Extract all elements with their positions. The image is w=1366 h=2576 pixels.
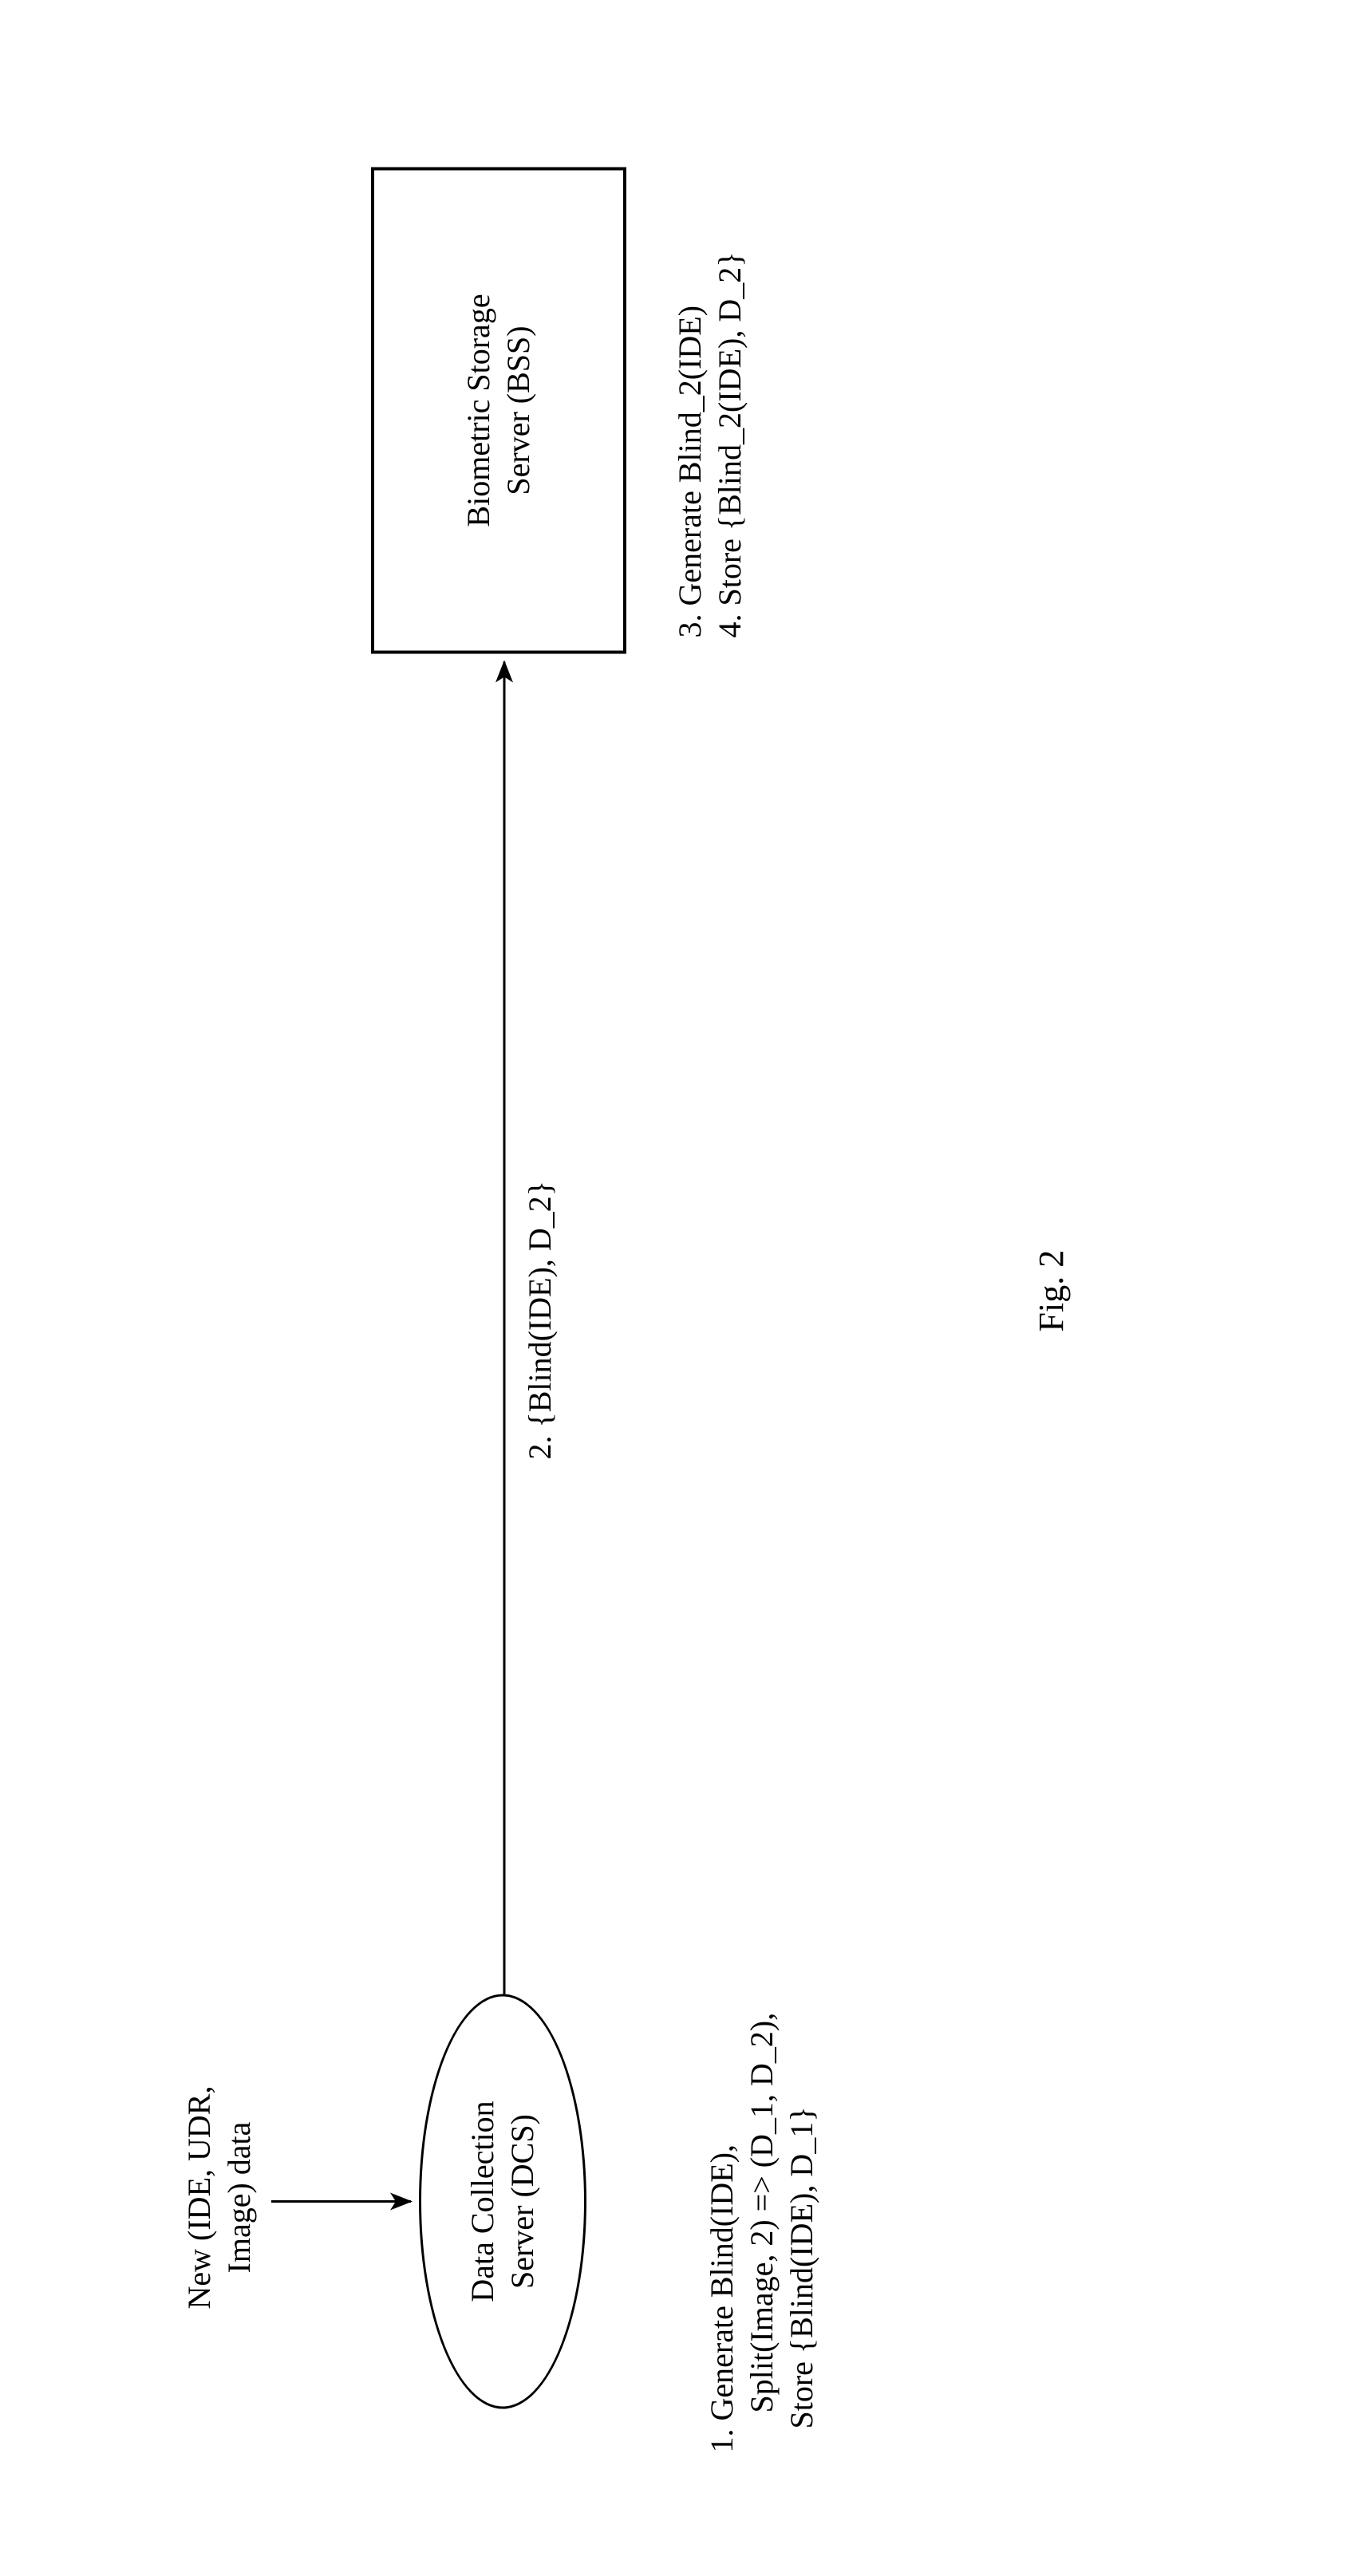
bss-line-2: Server (BSS) — [500, 325, 536, 495]
bss-node: Biometric Storage Server (BSS) — [371, 167, 626, 653]
bss-steps: 3. Generate Blind_2(IDE) 4. Store {Blind… — [670, 251, 750, 637]
input-data-label: New (IDE, UDR, Image) data — [180, 2041, 259, 2353]
bss-step-1: 3. Generate Blind_2(IDE) — [672, 305, 708, 637]
bss-line-1: Biometric Storage — [460, 294, 496, 527]
input-line-2: Image) data — [221, 2121, 257, 2273]
figure-caption: Fig. 2 — [1029, 1249, 1073, 1331]
dcs-step-1: 1. Generate Blind(IDE), — [704, 2144, 740, 2452]
input-line-1: New (IDE, UDR, — [181, 2085, 217, 2309]
message-label: 2. {Blind(IDE), D_2} — [520, 1181, 560, 1459]
diagram-canvas: New (IDE, UDR, Image) data Data Collecti… — [0, 0, 1366, 2576]
dcs-node: Data Collection Server (DCS) — [419, 1994, 586, 2408]
bss-step-2: 4. Store {Blind_2(IDE), D_2} — [712, 251, 748, 637]
dcs-step-2: Split(Image, 2) => (D_1, D_2), — [744, 2012, 780, 2452]
dcs-step-3: Store {Blind(IDE), D_1} — [784, 2106, 819, 2452]
dcs-line-2: Server (DCS) — [504, 2114, 540, 2289]
dcs-steps: 1. Generate Blind(IDE), Split(Image, 2) … — [662, 2012, 822, 2452]
dcs-line-1: Data Collection — [464, 2101, 500, 2302]
